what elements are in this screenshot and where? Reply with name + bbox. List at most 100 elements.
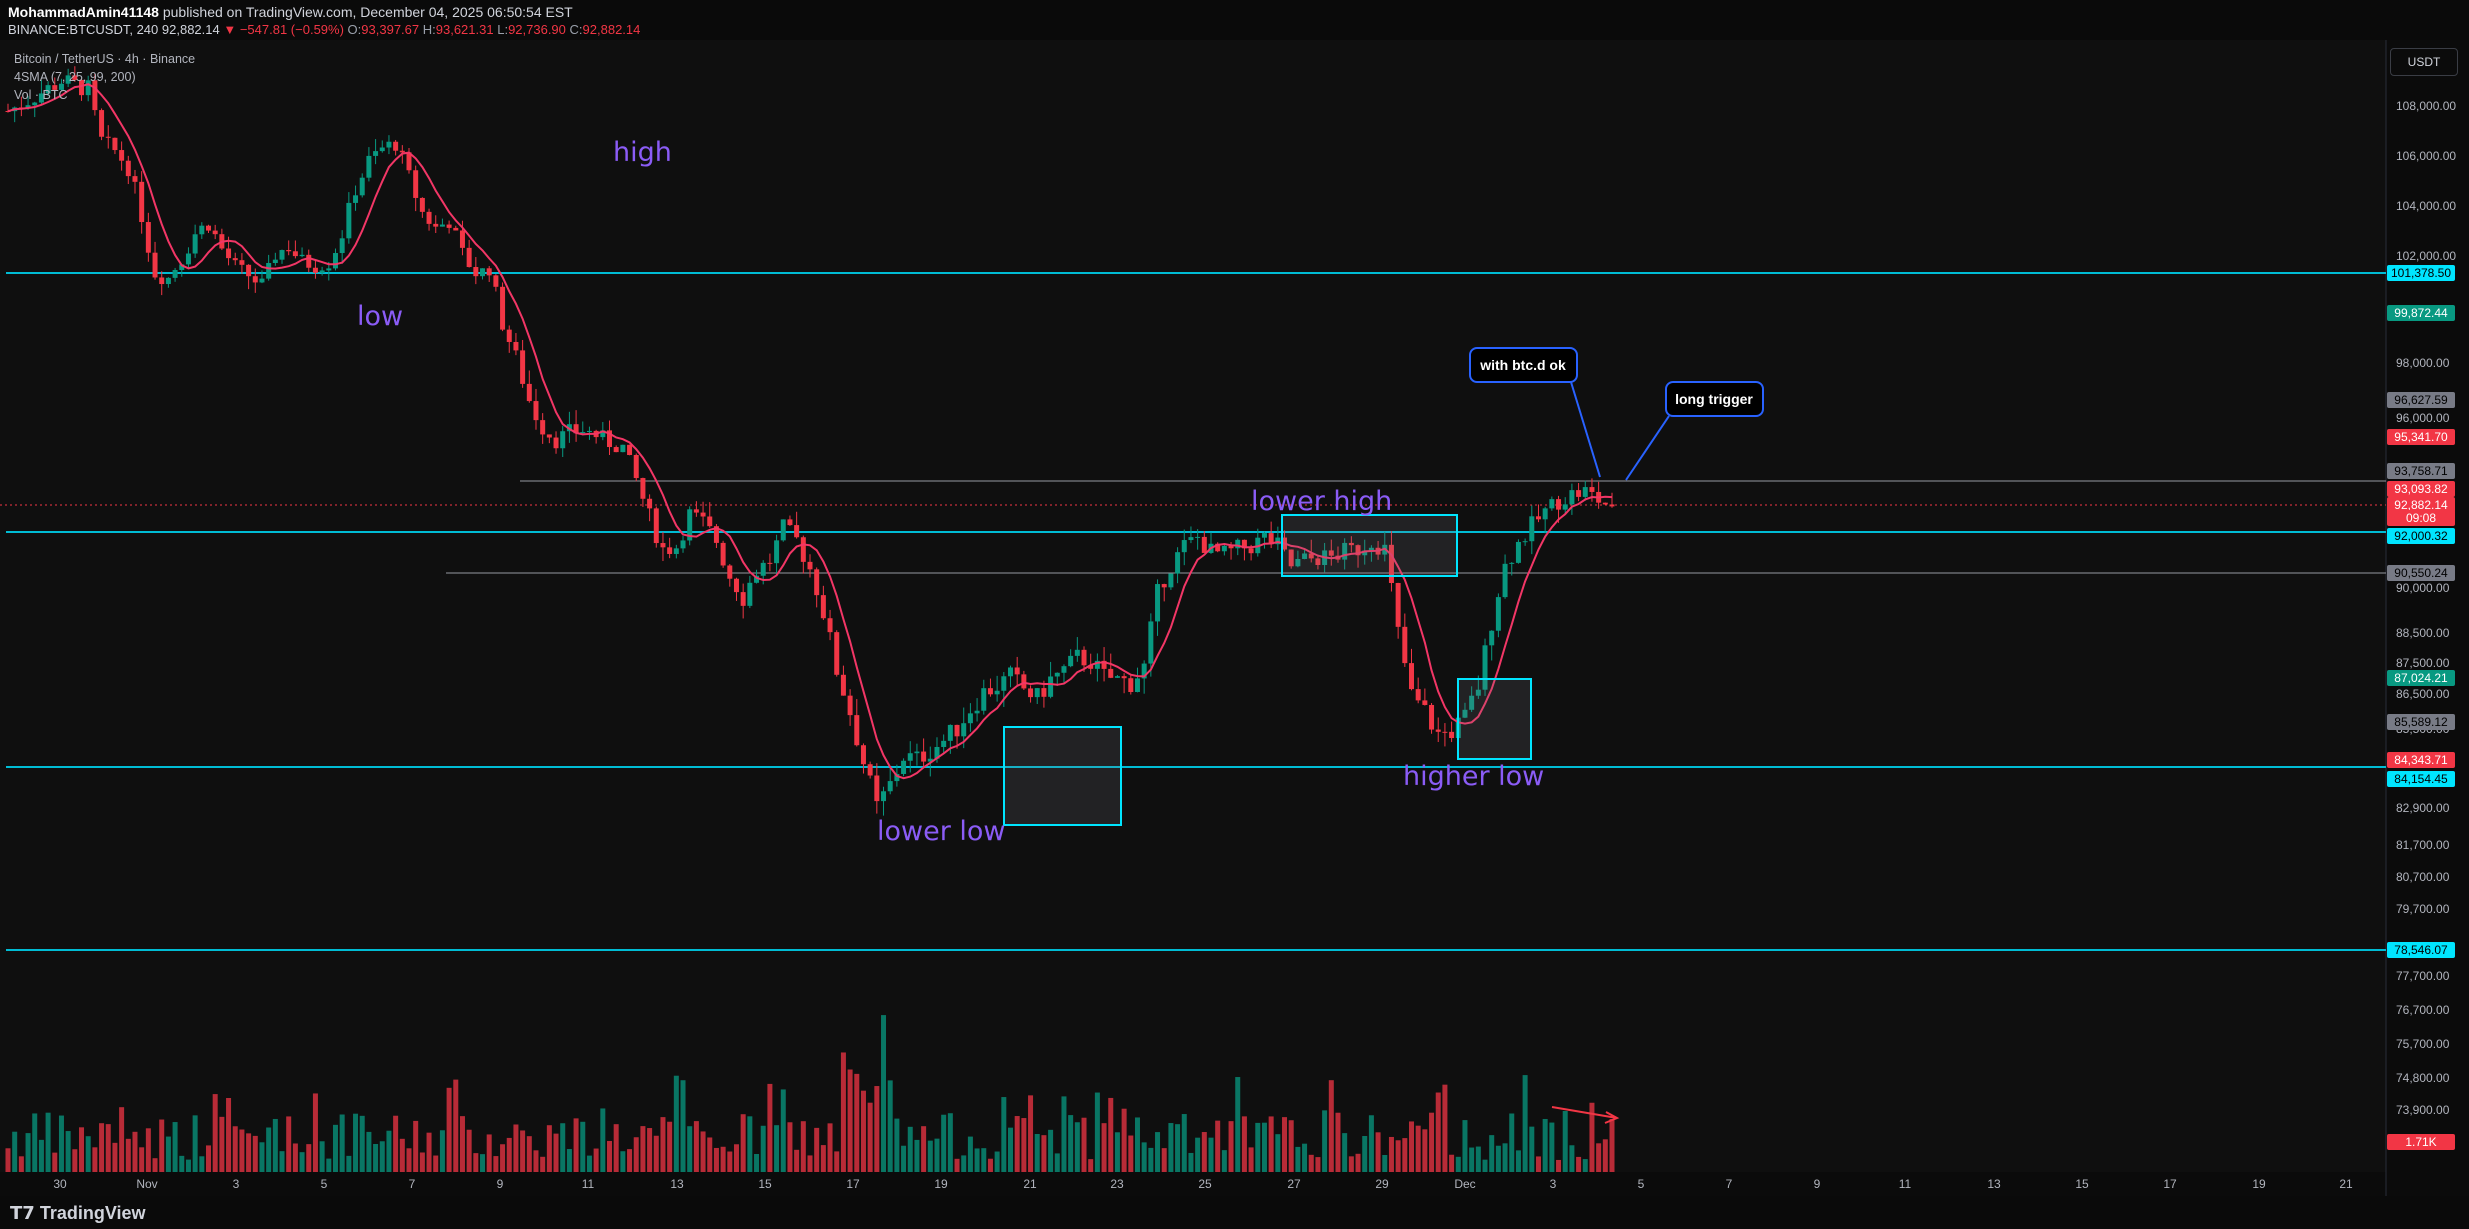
volume-bar [1602, 1139, 1608, 1172]
volume-bar [546, 1125, 552, 1172]
volume-bar [12, 1131, 18, 1172]
volume-bar [486, 1134, 492, 1172]
volume-bar [994, 1151, 1000, 1172]
currency-button[interactable]: USDT [2390, 48, 2458, 76]
volume-bar [573, 1118, 579, 1172]
time-scale[interactable] [0, 1172, 2386, 1196]
volume-bar [1409, 1121, 1414, 1172]
candle-body [433, 223, 439, 227]
volume-bar [700, 1131, 706, 1172]
volume-bar [433, 1155, 439, 1172]
volume-bar [1368, 1115, 1374, 1172]
volume-bar [85, 1136, 91, 1172]
candle-body [1041, 688, 1047, 697]
price-label-bg [2387, 265, 2455, 281]
volume-bar [1201, 1132, 1207, 1172]
legend-sma[interactable]: 4SMA (7, 25, 99, 200) [14, 70, 136, 84]
volume-bar [1168, 1123, 1174, 1172]
volume-bar [1542, 1118, 1548, 1172]
candle-body [1482, 645, 1488, 690]
volume-bar [593, 1148, 599, 1172]
volume-bar [1114, 1132, 1120, 1172]
volume-bar [1008, 1127, 1013, 1172]
volume-bar [1495, 1145, 1501, 1172]
candle-body [419, 197, 425, 212]
candle-body [774, 540, 780, 564]
price-label-bg [2387, 942, 2455, 958]
candle-body [500, 286, 506, 330]
candle-body [600, 430, 606, 438]
x-tick: 5 [1638, 1177, 1645, 1191]
candle-body [1462, 709, 1468, 718]
volume-bar [119, 1107, 125, 1172]
volume-bar [1128, 1135, 1134, 1172]
candle-body [212, 230, 218, 235]
chart-legend[interactable]: Bitcoin / TetherUS · 4h · Binance 4SMA (… [14, 50, 195, 104]
legend-volume[interactable]: Vol · BTC [14, 88, 68, 102]
x-tick: 30 [53, 1177, 67, 1191]
candle-body [553, 437, 559, 449]
price-label: 1.71K [2405, 1135, 2436, 1149]
x-tick: Dec [1454, 1177, 1475, 1191]
volume-bar [1489, 1135, 1495, 1172]
y-tick: 98,000.00 [2396, 356, 2450, 370]
callout-btcd-text: with btc.d ok [1479, 357, 1566, 373]
candle-body [326, 268, 332, 271]
legend-symbol[interactable]: Bitcoin / TetherUS · 4h · Binance [14, 52, 196, 66]
high-label: H: [422, 22, 436, 37]
y-tick: 80,700.00 [2396, 870, 2450, 884]
volume-bar [1402, 1138, 1408, 1172]
volume-bar [954, 1158, 960, 1172]
price-scale[interactable] [2386, 40, 2469, 1196]
price-axis-ticks: 108,000.00 106,000.00 104,000.00 102,000.00… [2396, 99, 2456, 1148]
candle-body [145, 222, 151, 253]
price-label: 84,154.45 [2394, 772, 2448, 786]
candle-body [633, 455, 639, 479]
price-label: 96,627.59 [2394, 393, 2448, 407]
box-higher-low [1457, 678, 1532, 760]
candle-body [473, 267, 479, 277]
symbol-label[interactable]: BINANCE:BTCUSDT, 240 [8, 22, 159, 37]
candle-body [506, 329, 512, 342]
price-chart[interactable]: high low lower high lower low higher low… [0, 40, 2469, 1196]
high-value: 93,621.31 [435, 22, 494, 37]
callout-trigger-text: long trigger [1675, 391, 1753, 407]
volume-bar [1215, 1120, 1221, 1172]
candle-body [934, 746, 940, 759]
candle-body [246, 264, 252, 277]
volume-bar [961, 1155, 967, 1172]
volume-bar [727, 1151, 733, 1172]
tradingview-logo[interactable]: 𝗧𝟳 TradingView [10, 1203, 146, 1224]
volume-bar [894, 1118, 900, 1172]
volume-bar [1241, 1116, 1247, 1172]
volume-bar [459, 1116, 465, 1172]
y-tick: 77,700.00 [2396, 969, 2450, 983]
volume-bar [1482, 1159, 1488, 1172]
candle-body [1495, 597, 1501, 631]
candle-body [1241, 539, 1247, 549]
volume-bar [1181, 1114, 1187, 1172]
candle-body [359, 177, 365, 196]
volume-bar [1328, 1080, 1334, 1172]
candle-body [1422, 700, 1428, 705]
time-axis-ticks: 30 Nov 3 5 7 9 11 13 15 17 19 21 23 25 27 29 Dec 3 5 7 9 11 13… [53, 1177, 2353, 1191]
author-name[interactable]: MohammadAmin41148 [8, 4, 159, 20]
volume-bar [707, 1137, 713, 1172]
volume-bar [500, 1144, 506, 1172]
volume-bar [1141, 1142, 1147, 1172]
volume-bar [907, 1126, 913, 1172]
volume-bar [473, 1153, 479, 1172]
volume-bar [1355, 1153, 1361, 1172]
volume-bar [426, 1132, 432, 1172]
volume-bar [279, 1151, 285, 1172]
candle-body [560, 431, 566, 449]
volume-bar [1348, 1156, 1354, 1172]
volume-bar [1108, 1097, 1114, 1172]
candle-body [733, 578, 739, 593]
candle-body [486, 268, 492, 276]
volume-bar [326, 1158, 332, 1172]
candle-body [1502, 563, 1508, 598]
candle-body [607, 430, 612, 448]
annotation-labels[interactable]: high low lower high lower low higher low… [357, 137, 1764, 1124]
candle-body [292, 251, 298, 257]
